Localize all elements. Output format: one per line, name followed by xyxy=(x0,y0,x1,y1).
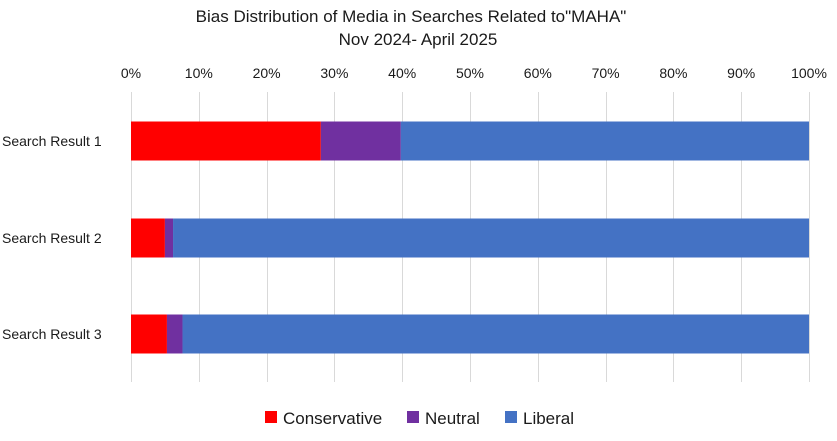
bar-conservative-2 xyxy=(131,218,165,258)
x-tick-label: 70% xyxy=(592,65,620,81)
x-tick-label: 30% xyxy=(320,65,348,81)
category-label: Search Result 3 xyxy=(2,326,102,342)
x-tick-label: 20% xyxy=(253,65,281,81)
x-tick-label: 40% xyxy=(388,65,416,81)
category-labels: Search Result 1 Search Result 2 Search Res… xyxy=(2,133,102,342)
bar-neutral-3 xyxy=(166,314,183,354)
x-tick-label: 80% xyxy=(659,65,687,81)
bar-conservative-3 xyxy=(131,314,167,354)
legend-swatch-liberal xyxy=(505,411,517,423)
bar-conservative-1 xyxy=(131,121,321,161)
x-tick-label: 10% xyxy=(185,65,213,81)
chart-title: Bias Distribution of Media in Searches R… xyxy=(196,7,627,26)
x-tick-label: 90% xyxy=(727,65,755,81)
x-axis-tick-labels: 0% 10% 20% 30% 40% 50% 60% 70% 80% 90% 100% xyxy=(121,65,827,81)
bars xyxy=(131,121,809,354)
chart-subtitle: Nov 2024- April 2025 xyxy=(339,30,498,49)
legend-swatch-neutral xyxy=(407,411,419,423)
category-label: Search Result 1 xyxy=(2,133,102,149)
legend: Conservative Neutral Liberal xyxy=(265,409,574,428)
legend-label: Conservative xyxy=(283,409,382,428)
x-tick-label: 50% xyxy=(456,65,484,81)
category-label: Search Result 2 xyxy=(2,230,102,246)
bar-neutral-2 xyxy=(164,218,174,258)
legend-label: Liberal xyxy=(523,409,574,428)
bar-neutral-1 xyxy=(320,121,401,161)
x-tick-label: 100% xyxy=(791,65,827,81)
x-tick-label: 0% xyxy=(121,65,141,81)
bar-liberal-3 xyxy=(182,314,809,354)
x-tick-label: 60% xyxy=(524,65,552,81)
bar-liberal-1 xyxy=(400,121,809,161)
legend-label: Neutral xyxy=(425,409,480,428)
bar-liberal-2 xyxy=(173,218,809,258)
legend-swatch-conservative xyxy=(265,411,277,423)
